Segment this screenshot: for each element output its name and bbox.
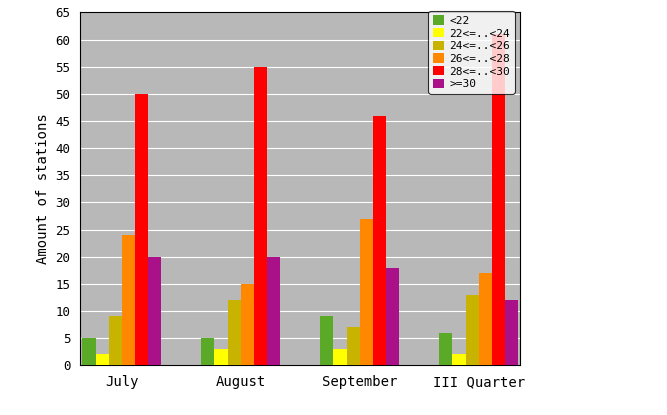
Bar — [267, 256, 280, 365]
Bar — [227, 300, 241, 365]
Bar — [505, 300, 518, 365]
Bar — [121, 235, 135, 365]
Bar — [452, 354, 466, 365]
Bar — [360, 219, 373, 365]
Bar — [215, 349, 227, 365]
Legend: <22, 22<=..<24, 24<=..<26, 26<=..<28, 28<=..<30, >=30: <22, 22<=..<24, 24<=..<26, 26<=..<28, 28… — [428, 11, 515, 94]
Bar — [479, 273, 492, 365]
Y-axis label: Amount of stations: Amount of stations — [36, 113, 50, 264]
Bar — [135, 94, 148, 365]
Bar — [201, 338, 215, 365]
Bar — [373, 115, 386, 365]
Bar — [241, 284, 253, 365]
Bar — [320, 316, 334, 365]
Bar — [466, 295, 479, 365]
Bar — [83, 338, 95, 365]
Bar — [148, 256, 161, 365]
Bar — [109, 316, 121, 365]
Bar — [347, 327, 360, 365]
Bar — [440, 333, 452, 365]
Bar — [334, 349, 347, 365]
Bar — [386, 268, 399, 365]
Bar — [253, 67, 267, 365]
Bar — [95, 354, 109, 365]
Bar — [492, 34, 505, 365]
